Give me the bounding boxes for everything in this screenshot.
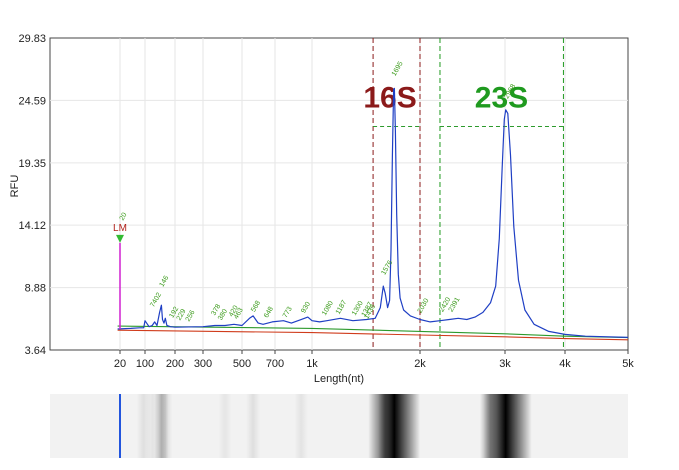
x-tick-label: 500 — [233, 358, 251, 370]
x-tick-label: 1k — [306, 358, 318, 370]
x-tick-label: 100 — [136, 358, 154, 370]
x-tick-label: 200 — [166, 358, 184, 370]
y-tick-label: 14.12 — [18, 220, 46, 232]
gel-band — [158, 394, 173, 458]
peak-size-label: 380 — [217, 308, 229, 322]
peak-size-label: 229 — [176, 308, 188, 322]
x-tick-label: 20 — [114, 358, 126, 370]
y-axis-label: RFU — [9, 175, 21, 198]
ladder-marker-arrow — [116, 234, 124, 243]
baseline-trace — [117, 329, 629, 341]
peak-size-label: 930 — [300, 301, 312, 315]
baseline-trace — [117, 325, 629, 339]
gel-band — [479, 394, 532, 458]
y-tick-label: 3.64 — [25, 345, 46, 357]
data-series — [117, 87, 629, 341]
virtual-gel-lane — [50, 394, 628, 458]
peak-size-label: 568 — [250, 300, 262, 314]
y-tick-label: 8.88 — [25, 283, 46, 295]
gel-background — [50, 394, 628, 458]
gel-band — [368, 394, 421, 458]
x-axis-label: Length(nt) — [314, 373, 364, 385]
gel-band — [294, 394, 309, 458]
peak-size-label: 256 — [185, 309, 197, 323]
x-tick-label: 700 — [266, 358, 284, 370]
gridlines — [50, 38, 628, 350]
gel-band — [217, 394, 232, 458]
region-label: 23S — [475, 81, 528, 114]
peak-size-label: 192 — [168, 306, 180, 320]
x-tick-label: 4k — [559, 358, 571, 370]
plot-background — [49, 37, 629, 351]
x-tick-label: 300 — [194, 358, 212, 370]
peak-size-label: 773 — [282, 306, 294, 320]
y-tick-label: 24.59 — [18, 95, 46, 107]
gel-band — [246, 394, 261, 458]
x-tick-label: 2k — [414, 358, 426, 370]
peak-size-label: 648 — [263, 306, 275, 320]
y-tick-label: 19.35 — [18, 158, 46, 170]
fluorescence-trace — [117, 87, 629, 338]
gel-marker-band — [119, 394, 121, 458]
ladder-size-label: 20 — [119, 212, 129, 222]
peak-size-label: 378 — [210, 303, 222, 317]
peak-size-label: 146 — [159, 275, 171, 289]
size-regions: 16S 23S — [363, 38, 564, 350]
x-axis-ticks: 20 100 200 300 500 700 1k 2k 3k 4k 5k — [114, 350, 634, 370]
x-tick-label: 3k — [499, 358, 511, 370]
region-label: 16S — [363, 81, 416, 114]
peak-size-label: 463 — [233, 307, 245, 321]
y-axis-ticks: 29.83 24.59 19.35 14.12 8.88 3.64 — [18, 33, 46, 357]
peak-size-label: 420 — [228, 304, 240, 318]
y-tick-label: 29.83 — [18, 33, 46, 45]
x-tick-label: 5k — [622, 358, 634, 370]
ladder-marker-label: LM — [113, 223, 127, 234]
gel-bands — [119, 394, 532, 458]
